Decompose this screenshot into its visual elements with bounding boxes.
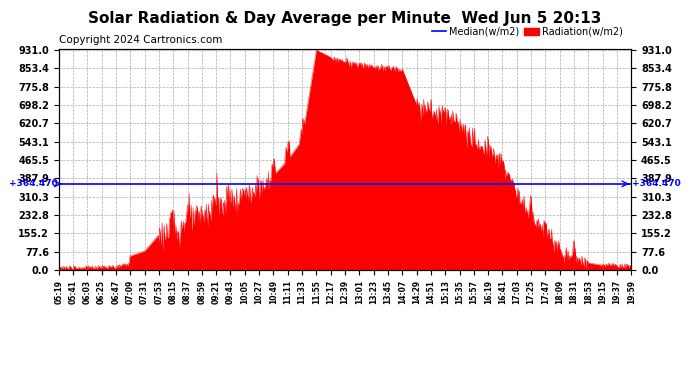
Text: Copyright 2024 Cartronics.com: Copyright 2024 Cartronics.com [59, 36, 222, 45]
Text: Solar Radiation & Day Average per Minute  Wed Jun 5 20:13: Solar Radiation & Day Average per Minute… [88, 11, 602, 26]
Legend: Median(w/m2), Radiation(w/m2): Median(w/m2), Radiation(w/m2) [428, 22, 627, 40]
Text: +364.470: +364.470 [10, 179, 58, 188]
Text: +364.470: +364.470 [632, 179, 680, 188]
